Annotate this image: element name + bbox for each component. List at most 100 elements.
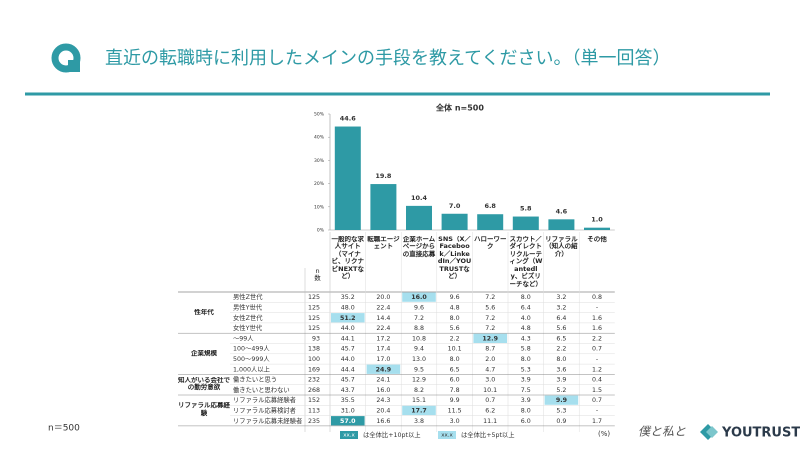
cell-value: 11.5	[448, 407, 462, 414]
cell-highlight	[402, 405, 436, 416]
cell-value: 1.2	[592, 366, 602, 373]
bar	[441, 213, 468, 230]
cell-value: 0.7	[592, 397, 602, 404]
row-n: 125	[308, 325, 320, 332]
cell-value: 9.9	[556, 397, 567, 404]
logo-q	[51, 43, 81, 73]
cell-value: 4.0	[521, 315, 531, 322]
cell-value: -	[596, 304, 598, 311]
row-label: 働きたいと思う	[233, 375, 277, 384]
value-label: 6.8	[484, 202, 496, 210]
bar	[512, 216, 539, 230]
cell-value: 7.8	[450, 387, 460, 394]
cell-value: 31.0	[341, 407, 355, 414]
cell-value: 8.0	[521, 294, 531, 301]
cell-value: 0.9	[556, 418, 566, 425]
cell-highlight	[473, 333, 507, 343]
row-label: 男性Z世代	[233, 292, 263, 301]
cell-value: 3.9	[521, 377, 531, 384]
bar	[548, 219, 575, 230]
cell-value: 17.7	[411, 407, 427, 414]
cell-value: 44.1	[341, 335, 355, 342]
cell-value: 8.0	[521, 407, 531, 414]
row-n: 125	[308, 315, 320, 322]
bar	[406, 205, 432, 230]
brand-icon	[700, 424, 718, 440]
category-label: ハローワーク	[473, 236, 507, 251]
cell-value: 10.1	[483, 387, 497, 394]
value-label: 4.6	[556, 207, 568, 215]
value-label: 19.8	[375, 172, 392, 180]
cell-value: 7.2	[485, 325, 495, 332]
footer-n: n＝500	[48, 424, 80, 434]
cell-value: 16.0	[376, 387, 390, 394]
cell-value: 8.0	[450, 356, 460, 363]
cell-value: 5.6	[485, 304, 495, 311]
cell-value: 44.4	[341, 366, 355, 373]
cell-value: 24.9	[376, 366, 392, 373]
cell-value: 4.3	[521, 335, 531, 342]
group-label: リファラル応募経験	[178, 402, 230, 417]
cell-value: 8.8	[414, 325, 424, 332]
cell-value: 2.2	[592, 335, 602, 342]
cell-value: 6.5	[556, 335, 566, 342]
row-n: 100	[308, 356, 320, 363]
cell-value: 17.4	[376, 346, 390, 353]
category-label: 転職エージェント	[367, 236, 400, 251]
cell-value: 2.2	[556, 346, 566, 353]
cell-value: 9.6	[450, 294, 460, 301]
row-n: 169	[308, 366, 320, 373]
group-label-box: 性年代	[194, 309, 214, 316]
cell-value: 17.0	[376, 356, 390, 363]
row-label: ～99人	[233, 334, 254, 342]
cell-value: 24.1	[376, 377, 390, 384]
cell-value: 5.8	[521, 346, 531, 353]
cell-value: 51.2	[340, 315, 356, 322]
cell-value: 3.9	[521, 397, 531, 404]
cell-value: 7.5	[521, 387, 531, 394]
cell-value: 22.4	[376, 325, 390, 332]
bar	[584, 227, 610, 230]
row-label: リファラル応募経験者	[233, 395, 296, 404]
cell-value: 1.6	[592, 325, 602, 332]
cell-value: 5.6	[450, 325, 460, 332]
cell-highlight	[402, 292, 436, 302]
row-n: 235	[308, 418, 320, 425]
cell-value: 1.5	[592, 387, 602, 394]
row-n: 113	[308, 407, 320, 414]
group-label: 知人がいる会社での勤労意欲	[178, 376, 230, 392]
cell-value: -	[596, 407, 598, 414]
row-label: 100～499人	[233, 345, 270, 353]
legend-sample: xx.x	[343, 433, 355, 439]
group-label: 企業規模	[191, 349, 217, 357]
cell-value: 0.7	[592, 346, 602, 353]
cell-value: 1.7	[592, 418, 602, 425]
category-label-box: 転職エージェント	[367, 236, 400, 251]
cell-value: 48.0	[341, 304, 355, 311]
cell-value: 10.8	[412, 335, 426, 342]
cell-value: 0.7	[485, 397, 495, 404]
cell-value: 7.2	[485, 294, 495, 301]
cell-highlight	[331, 416, 365, 426]
brand: YOUTRUST	[721, 426, 800, 441]
page-title: 直近の転職時に利用したメインの手段を教えてください。（単一回答）	[105, 48, 671, 69]
n-header-box: n数	[314, 268, 321, 282]
cell-value: 57.0	[340, 418, 356, 425]
cell-value: 9.5	[414, 366, 424, 373]
cell-value: 6.4	[556, 315, 566, 322]
legend-swatch	[438, 431, 456, 439]
cell-value: 35.2	[341, 294, 355, 301]
cell-value: 0.4	[592, 377, 602, 384]
cell-value: 2.2	[450, 335, 460, 342]
cell-highlight	[366, 364, 401, 374]
cell-value: 15.1	[412, 397, 426, 404]
cell-value: 44.0	[341, 356, 355, 363]
row-label: リファラル応募検討者	[233, 405, 296, 414]
row-n: 125	[308, 294, 320, 301]
row-label: 1,000人以上	[233, 364, 270, 373]
cell-value: 6.5	[450, 366, 460, 373]
category-label-box: リファラル（知人の紹介）	[545, 236, 578, 258]
cell-value: 6.0	[450, 377, 460, 384]
cell-value: 7.2	[414, 315, 424, 322]
